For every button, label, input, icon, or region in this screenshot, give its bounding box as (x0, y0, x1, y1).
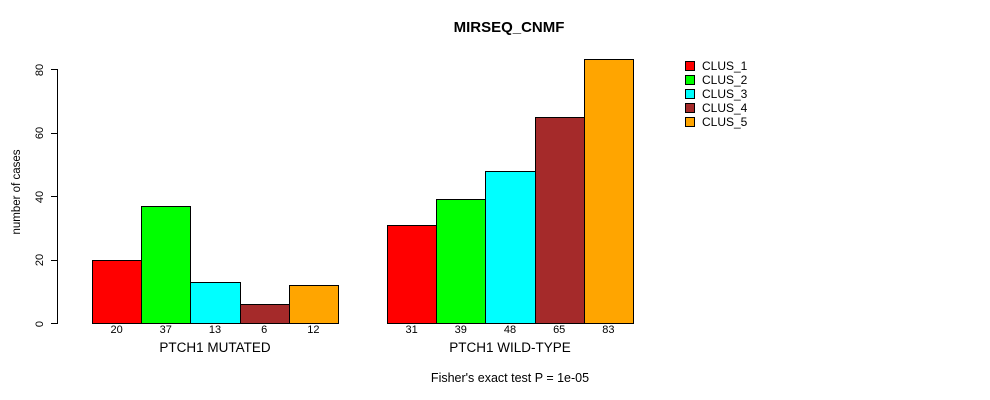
legend-row: CLUS_2 (685, 73, 748, 87)
bar-clus_2-2 (436, 199, 487, 324)
y-tick-label: 40 (34, 190, 46, 203)
bar-clus_2-1 (141, 205, 192, 324)
bar-clus_1-1 (92, 259, 143, 324)
bar-clus_4-1 (239, 303, 290, 324)
annotation-text: Fisher's exact test P = 1e-05 (430, 371, 590, 385)
y-tick (51, 196, 57, 197)
bar-value-label: 65 (553, 324, 566, 336)
legend-swatch-icon (685, 117, 695, 127)
category-label-2: PTCH1 WILD-TYPE (449, 340, 571, 355)
bar-clus_5-1 (288, 284, 339, 324)
y-tick (51, 69, 57, 70)
bar-clus_4-2 (534, 116, 585, 324)
bar-clus_3-2 (485, 170, 536, 324)
legend-swatch-icon (685, 61, 695, 71)
legend-label: CLUS_5 (702, 115, 748, 129)
y-tick (51, 259, 57, 261)
chart-title: MIRSEQ_CNMF (453, 19, 565, 36)
bar-value-label: 20 (110, 324, 123, 336)
legend-label: CLUS_2 (702, 73, 748, 87)
bar-clus_5-2 (583, 59, 634, 324)
bar-value-label: 39 (454, 324, 467, 336)
legend: CLUS_1 CLUS_2 CLUS_3 CLUS_4 CLUS_5 (685, 59, 748, 129)
legend-swatch-icon (685, 89, 695, 99)
bar-value-label: 12 (307, 324, 320, 336)
bar-clus_1-2 (387, 224, 438, 324)
legend-row: CLUS_4 (685, 101, 748, 115)
legend-row: CLUS_3 (685, 87, 748, 101)
y-tick (51, 132, 57, 134)
legend-label: CLUS_4 (702, 101, 748, 115)
legend-label: CLUS_3 (702, 87, 748, 101)
y-axis-label: number of cases (11, 149, 23, 235)
y-tick-label: 20 (34, 253, 46, 267)
legend-label: CLUS_1 (702, 59, 748, 73)
legend-swatch-icon (685, 103, 695, 113)
legend-row: CLUS_5 (685, 115, 748, 129)
category-label-1: PTCH1 MUTATED (159, 340, 271, 355)
bar-value-label: 48 (503, 324, 517, 336)
bar-value-label: 6 (261, 324, 268, 336)
bar-value-label: 37 (159, 324, 172, 336)
legend-swatch-icon (685, 75, 695, 85)
y-tick (51, 323, 57, 324)
bar-value-label: 31 (405, 324, 418, 336)
y-tick-label: 0 (34, 320, 46, 327)
y-axis (57, 69, 58, 324)
bar-value-label: 13 (208, 324, 222, 336)
bar-clus_3-1 (190, 281, 241, 324)
y-tick-label: 80 (34, 63, 46, 76)
legend-row: CLUS_1 (685, 59, 748, 73)
bar-value-label: 83 (602, 324, 615, 336)
y-tick-label: 60 (34, 126, 46, 140)
